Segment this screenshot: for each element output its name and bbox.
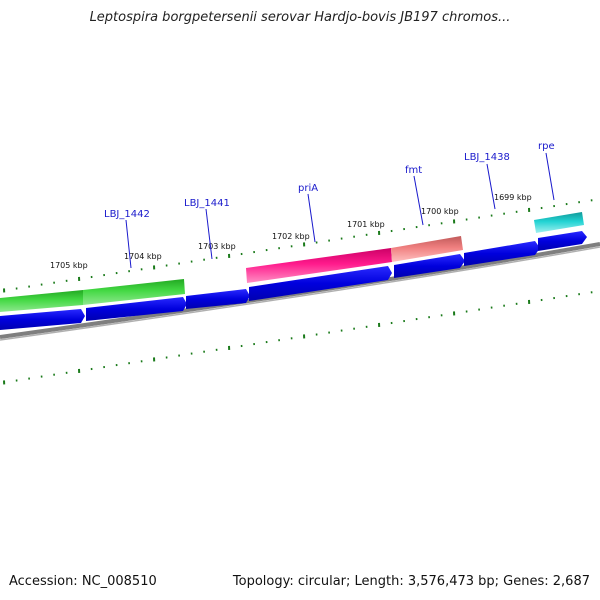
gene-magenta[interactable] (246, 248, 392, 283)
gene-label-lbj1441[interactable]: LBJ_1441 (184, 198, 230, 209)
outer-tick-ring (3, 199, 593, 293)
scale-label-1700: 1700 kbp (421, 207, 459, 216)
leader-rpe (545, 152, 555, 201)
leader-lbj1441 (205, 208, 213, 260)
gene-cyan[interactable] (534, 212, 584, 233)
scale-label-1703: 1703 kbp (198, 242, 236, 251)
scale-label-1701: 1701 kbp (347, 220, 385, 229)
cds-arrow-5[interactable] (394, 254, 465, 278)
cds-arrow-1[interactable] (0, 309, 85, 330)
scale-label-1699: 1699 kbp (494, 193, 532, 202)
gene-label-rpe[interactable]: rpe (538, 141, 555, 152)
scale-label-1705: 1705 kbp (50, 261, 88, 270)
map-title: Leptospira borgpetersenii serovar Hardjo… (89, 10, 511, 25)
accession-text: Accession: NC_008510 (9, 574, 157, 589)
leader-fmt (413, 175, 424, 226)
scale-label-1704: 1704 kbp (124, 252, 162, 261)
gene-green-1[interactable] (0, 290, 83, 312)
gene-label-pria[interactable]: priA (298, 183, 318, 194)
leader-lbj1438 (486, 163, 496, 210)
cds-arrow-3[interactable] (186, 289, 250, 309)
cds-arrow-7[interactable] (538, 231, 587, 251)
gene-green-2[interactable] (83, 279, 185, 305)
genome-summary-text: Topology: circular; Length: 3,576,473 bp… (232, 574, 590, 589)
gene-salmon[interactable] (391, 236, 463, 262)
genome-backbone-shadow (0, 246, 600, 341)
cds-arrow-6[interactable] (464, 241, 540, 266)
gene-label-fmt[interactable]: fmt (405, 165, 422, 176)
gene-label-lbj1438[interactable]: LBJ_1438 (464, 152, 510, 163)
gene-label-lbj1442[interactable]: LBJ_1442 (104, 209, 150, 220)
leader-lbj1442 (125, 219, 132, 269)
inner-tick-ring (3, 291, 593, 385)
leader-pria (307, 193, 316, 243)
cds-arrow-2[interactable] (86, 297, 187, 321)
scale-label-1702: 1702 kbp (272, 232, 310, 241)
cds-arrow-4[interactable] (249, 266, 392, 301)
